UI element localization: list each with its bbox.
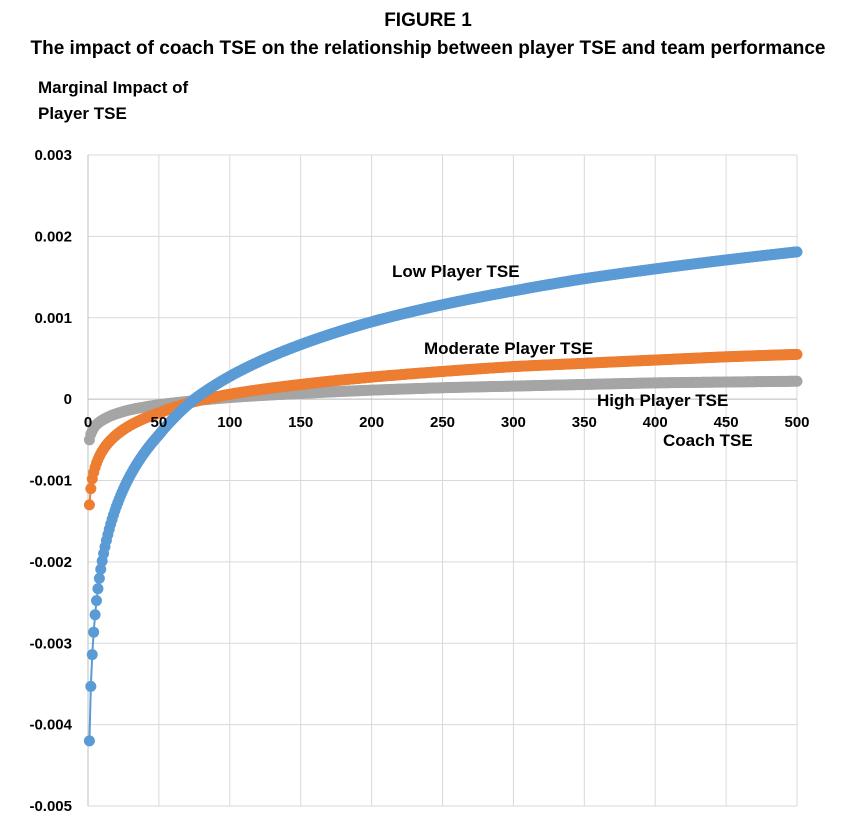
- y-tick-label: -0.004: [29, 717, 72, 734]
- x-tick-label: 250: [430, 414, 455, 431]
- figure-title: The impact of coach TSE on the relations…: [30, 38, 826, 59]
- x-tick-label: 200: [359, 414, 384, 431]
- series-line: [88, 250, 798, 741]
- y-axis-title-line-1: Marginal Impact of: [38, 78, 189, 97]
- data-point: [92, 583, 104, 595]
- series-label-high: High Player TSE: [597, 391, 728, 410]
- series-low: [83, 246, 803, 747]
- y-tick-label: -0.003: [29, 635, 72, 652]
- data-point: [85, 680, 97, 692]
- data-point: [791, 375, 803, 387]
- y-tick-label: -0.005: [29, 798, 72, 815]
- x-tick-label: 350: [572, 414, 597, 431]
- y-axis-title-line-2: Player TSE: [38, 104, 127, 123]
- y-tick-label: 0.001: [34, 310, 72, 327]
- y-tick-label: 0.002: [34, 228, 72, 245]
- data-point: [93, 572, 105, 584]
- x-axis-title: Coach TSE: [663, 431, 753, 450]
- x-tick-label: 100: [217, 414, 242, 431]
- data-point: [83, 499, 95, 511]
- y-tick-label: 0: [64, 391, 72, 408]
- y-tick-label: -0.001: [29, 473, 72, 490]
- x-tick-label: 450: [714, 414, 739, 431]
- x-tick-label: 400: [643, 414, 668, 431]
- data-point: [91, 595, 103, 607]
- y-tick-label: 0.003: [34, 147, 72, 164]
- figure-label: FIGURE 1: [384, 10, 472, 31]
- data-point: [791, 246, 803, 258]
- series-layer: [83, 246, 803, 747]
- tick-labels: 0.003 0.002 0.001 0 -0.001 -0.002 -0.003 -0.004…: [29, 147, 809, 815]
- y-tick-label: -0.002: [29, 554, 72, 571]
- data-point: [88, 626, 100, 638]
- series-label-low: Low Player TSE: [392, 262, 520, 281]
- data-point: [85, 483, 97, 495]
- data-point: [83, 735, 95, 747]
- x-tick-label: 0: [84, 414, 92, 431]
- grid: [87, 154, 798, 807]
- data-point: [791, 348, 803, 360]
- series-moderate: [83, 348, 803, 511]
- x-tick-label: 500: [784, 414, 809, 431]
- data-point: [89, 609, 101, 621]
- x-tick-label: 300: [501, 414, 526, 431]
- series-label-moderate: Moderate Player TSE: [424, 339, 593, 358]
- x-tick-label: 150: [288, 414, 313, 431]
- data-point: [95, 563, 107, 575]
- data-point: [86, 649, 98, 661]
- x-tick-label: 50: [151, 414, 168, 431]
